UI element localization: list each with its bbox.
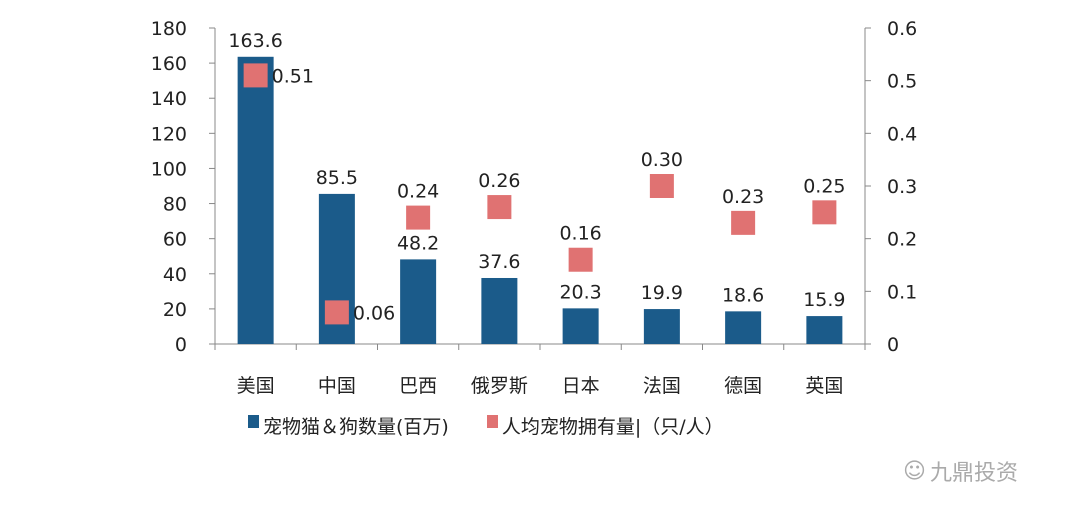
left-tick-label: 180 bbox=[151, 18, 187, 40]
legend: 宠物猫＆狗数量(百万) 人均宠物拥有量|（只/人） bbox=[248, 412, 724, 439]
scatter-data-label: 0.25 bbox=[803, 175, 845, 197]
right-tick-label: 0.3 bbox=[887, 176, 917, 198]
scatter-marker bbox=[487, 195, 512, 220]
watermark-text: 九鼎投资 bbox=[929, 461, 1018, 486]
left-tick-label: 60 bbox=[163, 229, 187, 251]
left-tick-label: 120 bbox=[151, 123, 187, 145]
legend-label-scatter: 人均宠物拥有量|（只/人） bbox=[501, 416, 724, 438]
right-tick-label: 0.5 bbox=[887, 71, 917, 93]
legend-swatch-scatter bbox=[486, 415, 498, 428]
bar bbox=[481, 277, 518, 344]
scatter-marker bbox=[812, 200, 837, 225]
legend-item-scatter: 人均宠物拥有量|（只/人） bbox=[486, 412, 724, 439]
left-tick-label: 140 bbox=[151, 88, 187, 110]
scatter-marker bbox=[324, 300, 349, 325]
legend-swatch-bar bbox=[248, 415, 259, 428]
watermark: ☺ 九鼎投资 bbox=[903, 455, 1018, 487]
category-label: 俄罗斯 bbox=[471, 375, 528, 397]
bar-data-label: 20.3 bbox=[559, 281, 601, 303]
scatter-data-label: 0.30 bbox=[641, 149, 683, 171]
scatter-data-label: 0.26 bbox=[478, 170, 520, 192]
bar bbox=[237, 56, 274, 345]
scatter-marker bbox=[649, 174, 674, 198]
bar bbox=[643, 309, 680, 344]
category-label: 美国 bbox=[237, 375, 275, 397]
left-tick-label: 20 bbox=[163, 299, 187, 321]
bar bbox=[400, 259, 437, 344]
bar-data-label: 18.6 bbox=[722, 284, 764, 306]
bar-data-label: 85.5 bbox=[316, 167, 358, 189]
category-label: 德国 bbox=[724, 375, 762, 397]
scatter-marker bbox=[243, 63, 268, 88]
scatter-data-label: 0.24 bbox=[397, 181, 439, 203]
legend-item-bar: 宠物猫＆狗数量(百万) bbox=[248, 412, 449, 439]
left-tick-label: 80 bbox=[163, 194, 187, 216]
scatter-data-label: 0.51 bbox=[272, 65, 314, 87]
category-label: 巴西 bbox=[399, 375, 437, 397]
scatter-data-label: 0.23 bbox=[722, 186, 764, 208]
category-label: 法国 bbox=[643, 375, 681, 397]
scatter-data-label: 0.16 bbox=[559, 223, 601, 245]
left-tick-label: 100 bbox=[151, 158, 187, 180]
wechat-icon: ☺ bbox=[903, 458, 926, 484]
bar-data-label: 19.9 bbox=[641, 282, 683, 304]
right-tick-label: 0.6 bbox=[887, 18, 917, 40]
bar bbox=[725, 311, 762, 344]
left-tick-label: 40 bbox=[163, 264, 187, 286]
scatter-marker bbox=[731, 210, 756, 235]
bar bbox=[562, 308, 599, 344]
category-label: 英国 bbox=[805, 375, 843, 397]
right-tick-label: 0.2 bbox=[887, 229, 917, 251]
bar-data-label: 37.6 bbox=[478, 251, 520, 273]
left-tick-label: 0 bbox=[175, 334, 187, 356]
right-tick-label: 0.1 bbox=[887, 281, 917, 303]
category-label: 日本 bbox=[562, 375, 600, 397]
scatter-marker bbox=[568, 247, 593, 272]
left-tick-label: 160 bbox=[151, 53, 187, 75]
right-tick-label: 0.4 bbox=[887, 123, 917, 145]
bar-data-label: 163.6 bbox=[228, 30, 282, 52]
legend-label-bar: 宠物猫＆狗数量(百万) bbox=[263, 416, 449, 438]
category-label: 中国 bbox=[318, 375, 356, 397]
scatter-marker bbox=[406, 205, 431, 230]
right-tick-label: 0 bbox=[887, 334, 899, 356]
bar-data-label: 15.9 bbox=[803, 289, 845, 311]
bar bbox=[806, 316, 843, 344]
bar-data-label: 48.2 bbox=[397, 232, 439, 254]
scatter-data-label: 0.06 bbox=[353, 302, 395, 324]
